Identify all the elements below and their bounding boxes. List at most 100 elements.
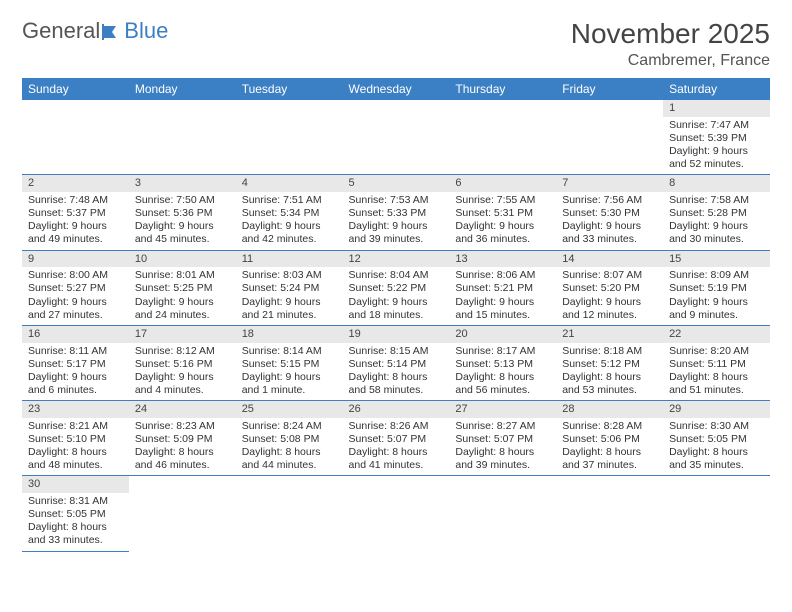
daylight-text: Daylight: 8 hours and 44 minutes.: [242, 446, 337, 472]
day-number: 12: [343, 250, 450, 267]
daylight-text: Daylight: 9 hours and 1 minute.: [242, 371, 337, 397]
day-number: [236, 100, 343, 117]
day-cell: [663, 493, 770, 551]
month-title: November 2025: [571, 18, 770, 50]
sunset-text: Sunset: 5:09 PM: [135, 433, 230, 446]
day-cell: [556, 493, 663, 551]
sunrise-text: Sunrise: 8:26 AM: [349, 420, 444, 433]
day-number: 10: [129, 250, 236, 267]
sunset-text: Sunset: 5:27 PM: [28, 282, 123, 295]
day-content-row: Sunrise: 8:11 AMSunset: 5:17 PMDaylight:…: [22, 343, 770, 401]
day-number: 8: [663, 175, 770, 192]
daylight-text: Daylight: 9 hours and 49 minutes.: [28, 220, 123, 246]
day-cell: Sunrise: 7:50 AMSunset: 5:36 PMDaylight:…: [129, 192, 236, 250]
sunset-text: Sunset: 5:30 PM: [562, 207, 657, 220]
day-number: 13: [449, 250, 556, 267]
sunrise-text: Sunrise: 8:03 AM: [242, 269, 337, 282]
sunrise-text: Sunrise: 8:01 AM: [135, 269, 230, 282]
day-number: [343, 476, 450, 493]
day-content-row: Sunrise: 8:00 AMSunset: 5:27 PMDaylight:…: [22, 267, 770, 325]
sunrise-text: Sunrise: 8:21 AM: [28, 420, 123, 433]
day-number: 28: [556, 401, 663, 418]
sunset-text: Sunset: 5:17 PM: [28, 358, 123, 371]
header: General Blue November 2025 Cambremer, Fr…: [22, 18, 770, 70]
day-number-row: 2345678: [22, 175, 770, 192]
sunset-text: Sunset: 5:16 PM: [135, 358, 230, 371]
day-header: Thursday: [449, 78, 556, 100]
day-number: [663, 476, 770, 493]
daylight-text: Daylight: 9 hours and 39 minutes.: [349, 220, 444, 246]
day-number: [556, 100, 663, 117]
sunset-text: Sunset: 5:05 PM: [669, 433, 764, 446]
day-cell: Sunrise: 8:26 AMSunset: 5:07 PMDaylight:…: [343, 418, 450, 476]
day-cell: Sunrise: 8:11 AMSunset: 5:17 PMDaylight:…: [22, 343, 129, 401]
day-cell: Sunrise: 8:06 AMSunset: 5:21 PMDaylight:…: [449, 267, 556, 325]
sunrise-text: Sunrise: 8:15 AM: [349, 345, 444, 358]
day-header: Sunday: [22, 78, 129, 100]
daylight-text: Daylight: 9 hours and 4 minutes.: [135, 371, 230, 397]
daylight-text: Daylight: 8 hours and 58 minutes.: [349, 371, 444, 397]
sunset-text: Sunset: 5:14 PM: [349, 358, 444, 371]
day-header: Wednesday: [343, 78, 450, 100]
day-header: Saturday: [663, 78, 770, 100]
day-cell: [129, 117, 236, 175]
sunset-text: Sunset: 5:08 PM: [242, 433, 337, 446]
day-number: 27: [449, 401, 556, 418]
day-header-row: SundayMondayTuesdayWednesdayThursdayFrid…: [22, 78, 770, 100]
day-number: 16: [22, 325, 129, 342]
daylight-text: Daylight: 9 hours and 18 minutes.: [349, 296, 444, 322]
day-number-row: 1: [22, 100, 770, 117]
day-number: [449, 100, 556, 117]
day-cell: [556, 117, 663, 175]
day-cell: Sunrise: 8:30 AMSunset: 5:05 PMDaylight:…: [663, 418, 770, 476]
sunrise-text: Sunrise: 8:11 AM: [28, 345, 123, 358]
sunrise-text: Sunrise: 7:48 AM: [28, 194, 123, 207]
day-cell: [236, 493, 343, 551]
day-cell: Sunrise: 7:56 AMSunset: 5:30 PMDaylight:…: [556, 192, 663, 250]
day-cell: Sunrise: 7:58 AMSunset: 5:28 PMDaylight:…: [663, 192, 770, 250]
day-cell: Sunrise: 8:04 AMSunset: 5:22 PMDaylight:…: [343, 267, 450, 325]
day-number: 3: [129, 175, 236, 192]
sunset-text: Sunset: 5:06 PM: [562, 433, 657, 446]
day-cell: Sunrise: 8:23 AMSunset: 5:09 PMDaylight:…: [129, 418, 236, 476]
calendar-body: 1Sunrise: 7:47 AMSunset: 5:39 PMDaylight…: [22, 100, 770, 551]
daylight-text: Daylight: 9 hours and 33 minutes.: [562, 220, 657, 246]
day-header: Tuesday: [236, 78, 343, 100]
sunset-text: Sunset: 5:24 PM: [242, 282, 337, 295]
day-number: 15: [663, 250, 770, 267]
day-number: [129, 100, 236, 117]
day-content-row: Sunrise: 8:21 AMSunset: 5:10 PMDaylight:…: [22, 418, 770, 476]
sunset-text: Sunset: 5:20 PM: [562, 282, 657, 295]
daylight-text: Daylight: 8 hours and 46 minutes.: [135, 446, 230, 472]
daylight-text: Daylight: 8 hours and 33 minutes.: [28, 521, 123, 547]
daylight-text: Daylight: 9 hours and 21 minutes.: [242, 296, 337, 322]
day-cell: Sunrise: 8:17 AMSunset: 5:13 PMDaylight:…: [449, 343, 556, 401]
day-number: 26: [343, 401, 450, 418]
day-cell: Sunrise: 8:14 AMSunset: 5:15 PMDaylight:…: [236, 343, 343, 401]
day-content-row: Sunrise: 7:48 AMSunset: 5:37 PMDaylight:…: [22, 192, 770, 250]
daylight-text: Daylight: 9 hours and 24 minutes.: [135, 296, 230, 322]
day-number-row: 30: [22, 476, 770, 493]
day-cell: Sunrise: 8:00 AMSunset: 5:27 PMDaylight:…: [22, 267, 129, 325]
day-header: Friday: [556, 78, 663, 100]
sunset-text: Sunset: 5:36 PM: [135, 207, 230, 220]
day-number: 30: [22, 476, 129, 493]
day-number-row: 23242526272829: [22, 401, 770, 418]
sunrise-text: Sunrise: 8:31 AM: [28, 495, 123, 508]
sunrise-text: Sunrise: 8:30 AM: [669, 420, 764, 433]
sunrise-text: Sunrise: 8:04 AM: [349, 269, 444, 282]
day-content-row: Sunrise: 8:31 AMSunset: 5:05 PMDaylight:…: [22, 493, 770, 551]
sunrise-text: Sunrise: 8:09 AM: [669, 269, 764, 282]
daylight-text: Daylight: 9 hours and 15 minutes.: [455, 296, 550, 322]
sunrise-text: Sunrise: 7:55 AM: [455, 194, 550, 207]
sunrise-text: Sunrise: 8:06 AM: [455, 269, 550, 282]
sunrise-text: Sunrise: 7:56 AM: [562, 194, 657, 207]
day-number: 1: [663, 100, 770, 117]
day-cell: [343, 493, 450, 551]
day-number: [449, 476, 556, 493]
daylight-text: Daylight: 8 hours and 35 minutes.: [669, 446, 764, 472]
day-number: 4: [236, 175, 343, 192]
daylight-text: Daylight: 9 hours and 6 minutes.: [28, 371, 123, 397]
sunset-text: Sunset: 5:39 PM: [669, 132, 764, 145]
day-number: [129, 476, 236, 493]
